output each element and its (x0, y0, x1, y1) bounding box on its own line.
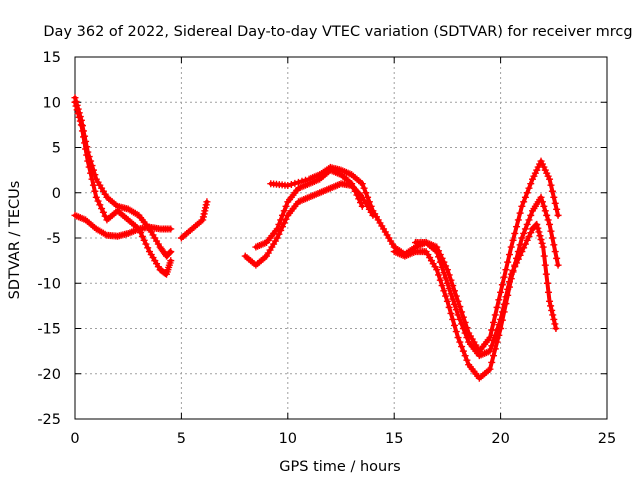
series-markers (71, 98, 175, 278)
y-tick-label: 5 (52, 141, 61, 157)
x-tick-label: 25 (598, 431, 616, 447)
series-track-d (177, 198, 211, 242)
y-tick-label: -10 (37, 276, 61, 292)
x-tick-label: 5 (177, 431, 186, 447)
y-tick-label: -5 (47, 231, 61, 247)
chart-title: Day 362 of 2022, Sidereal Day-to-day VTE… (43, 24, 632, 40)
series-markers (241, 180, 377, 269)
x-tick-label: 0 (70, 431, 79, 447)
series-track-b (71, 98, 175, 278)
y-tick-label: 0 (52, 186, 61, 202)
series-markers (177, 198, 211, 242)
y-tick-label: -15 (37, 322, 61, 338)
y-tick-label: 10 (43, 95, 61, 111)
series-track-c (71, 211, 175, 240)
series-track-i (411, 220, 560, 360)
x-tick-label: 10 (279, 431, 297, 447)
series-markers (71, 211, 175, 240)
x-tick-label: 20 (491, 431, 509, 447)
series-track-f (252, 166, 366, 251)
axis-ticks: 0 5 10 15 20 25 -25 -20 -15 -10 -5 0 5 10 15 (37, 50, 616, 447)
x-tick-label: 15 (385, 431, 403, 447)
series-line (73, 100, 173, 277)
series-line (268, 159, 561, 354)
y-tick-label: 15 (43, 50, 61, 66)
x-axis-label: GPS time / hours (279, 459, 400, 475)
data-layer (71, 94, 562, 382)
series-markers (411, 220, 560, 360)
y-tick-label: -20 (37, 367, 61, 383)
y-axis-label: SDTVAR / TECUs (7, 181, 23, 300)
y-tick-label: -25 (37, 412, 61, 428)
grid (75, 57, 607, 419)
